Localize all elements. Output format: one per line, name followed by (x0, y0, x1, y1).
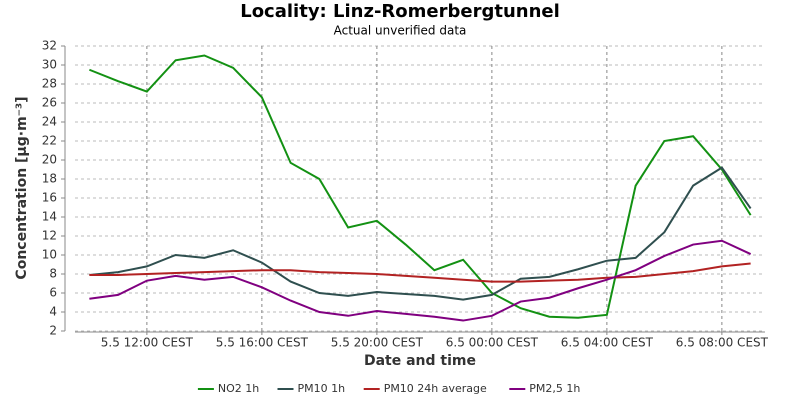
y-tick-label: 10 (42, 248, 57, 262)
y-tick-label: 2 (49, 324, 57, 338)
y-tick-label: 6 (49, 286, 57, 300)
y-tick-label: 8 (49, 267, 57, 281)
chart-title: Locality: Linz-Romerbergtunnel (240, 1, 560, 22)
y-tick-label: 12 (42, 229, 57, 243)
y-tick-label: 30 (42, 58, 57, 72)
y-tick-label: 16 (42, 191, 57, 205)
chart-subtitle: Actual unverified data (334, 24, 467, 38)
legend-label: PM2,5 1h (529, 382, 580, 395)
x-tick-label: 5.5 16:00 CEST (216, 336, 309, 350)
data-line (89, 54, 752, 319)
x-tick-label: 5.5 20:00 CEST (331, 336, 424, 350)
y-tick-label: 22 (42, 134, 57, 148)
data-line (89, 239, 752, 322)
legend-label: PM10 24h average (384, 382, 487, 395)
y-tick-label: 20 (42, 153, 57, 167)
data-line (89, 166, 752, 301)
y-tick-label: 18 (42, 172, 57, 186)
x-tick-label: 6.5 00:00 CEST (446, 336, 539, 350)
y-tick-label: 4 (49, 305, 57, 319)
x-tick-label: 6.5 04:00 CEST (561, 336, 654, 350)
data-line (89, 262, 751, 283)
legend-label: NO2 1h (218, 382, 259, 395)
x-tick-label: 6.5 08:00 CEST (676, 336, 769, 350)
y-tick-label: 26 (42, 96, 57, 110)
y-tick-label: 14 (42, 210, 57, 224)
y-tick-label: 28 (42, 77, 57, 91)
legend-label: PM10 1h (298, 382, 346, 395)
y-tick-label: 24 (42, 115, 57, 129)
x-tick-label: 5.5 12:00 CEST (101, 336, 194, 350)
y-axis-title: Concentration [µg·m⁻³] (14, 96, 30, 279)
y-tick-label: 32 (42, 39, 57, 53)
x-axis-title: Date and time (364, 353, 476, 369)
